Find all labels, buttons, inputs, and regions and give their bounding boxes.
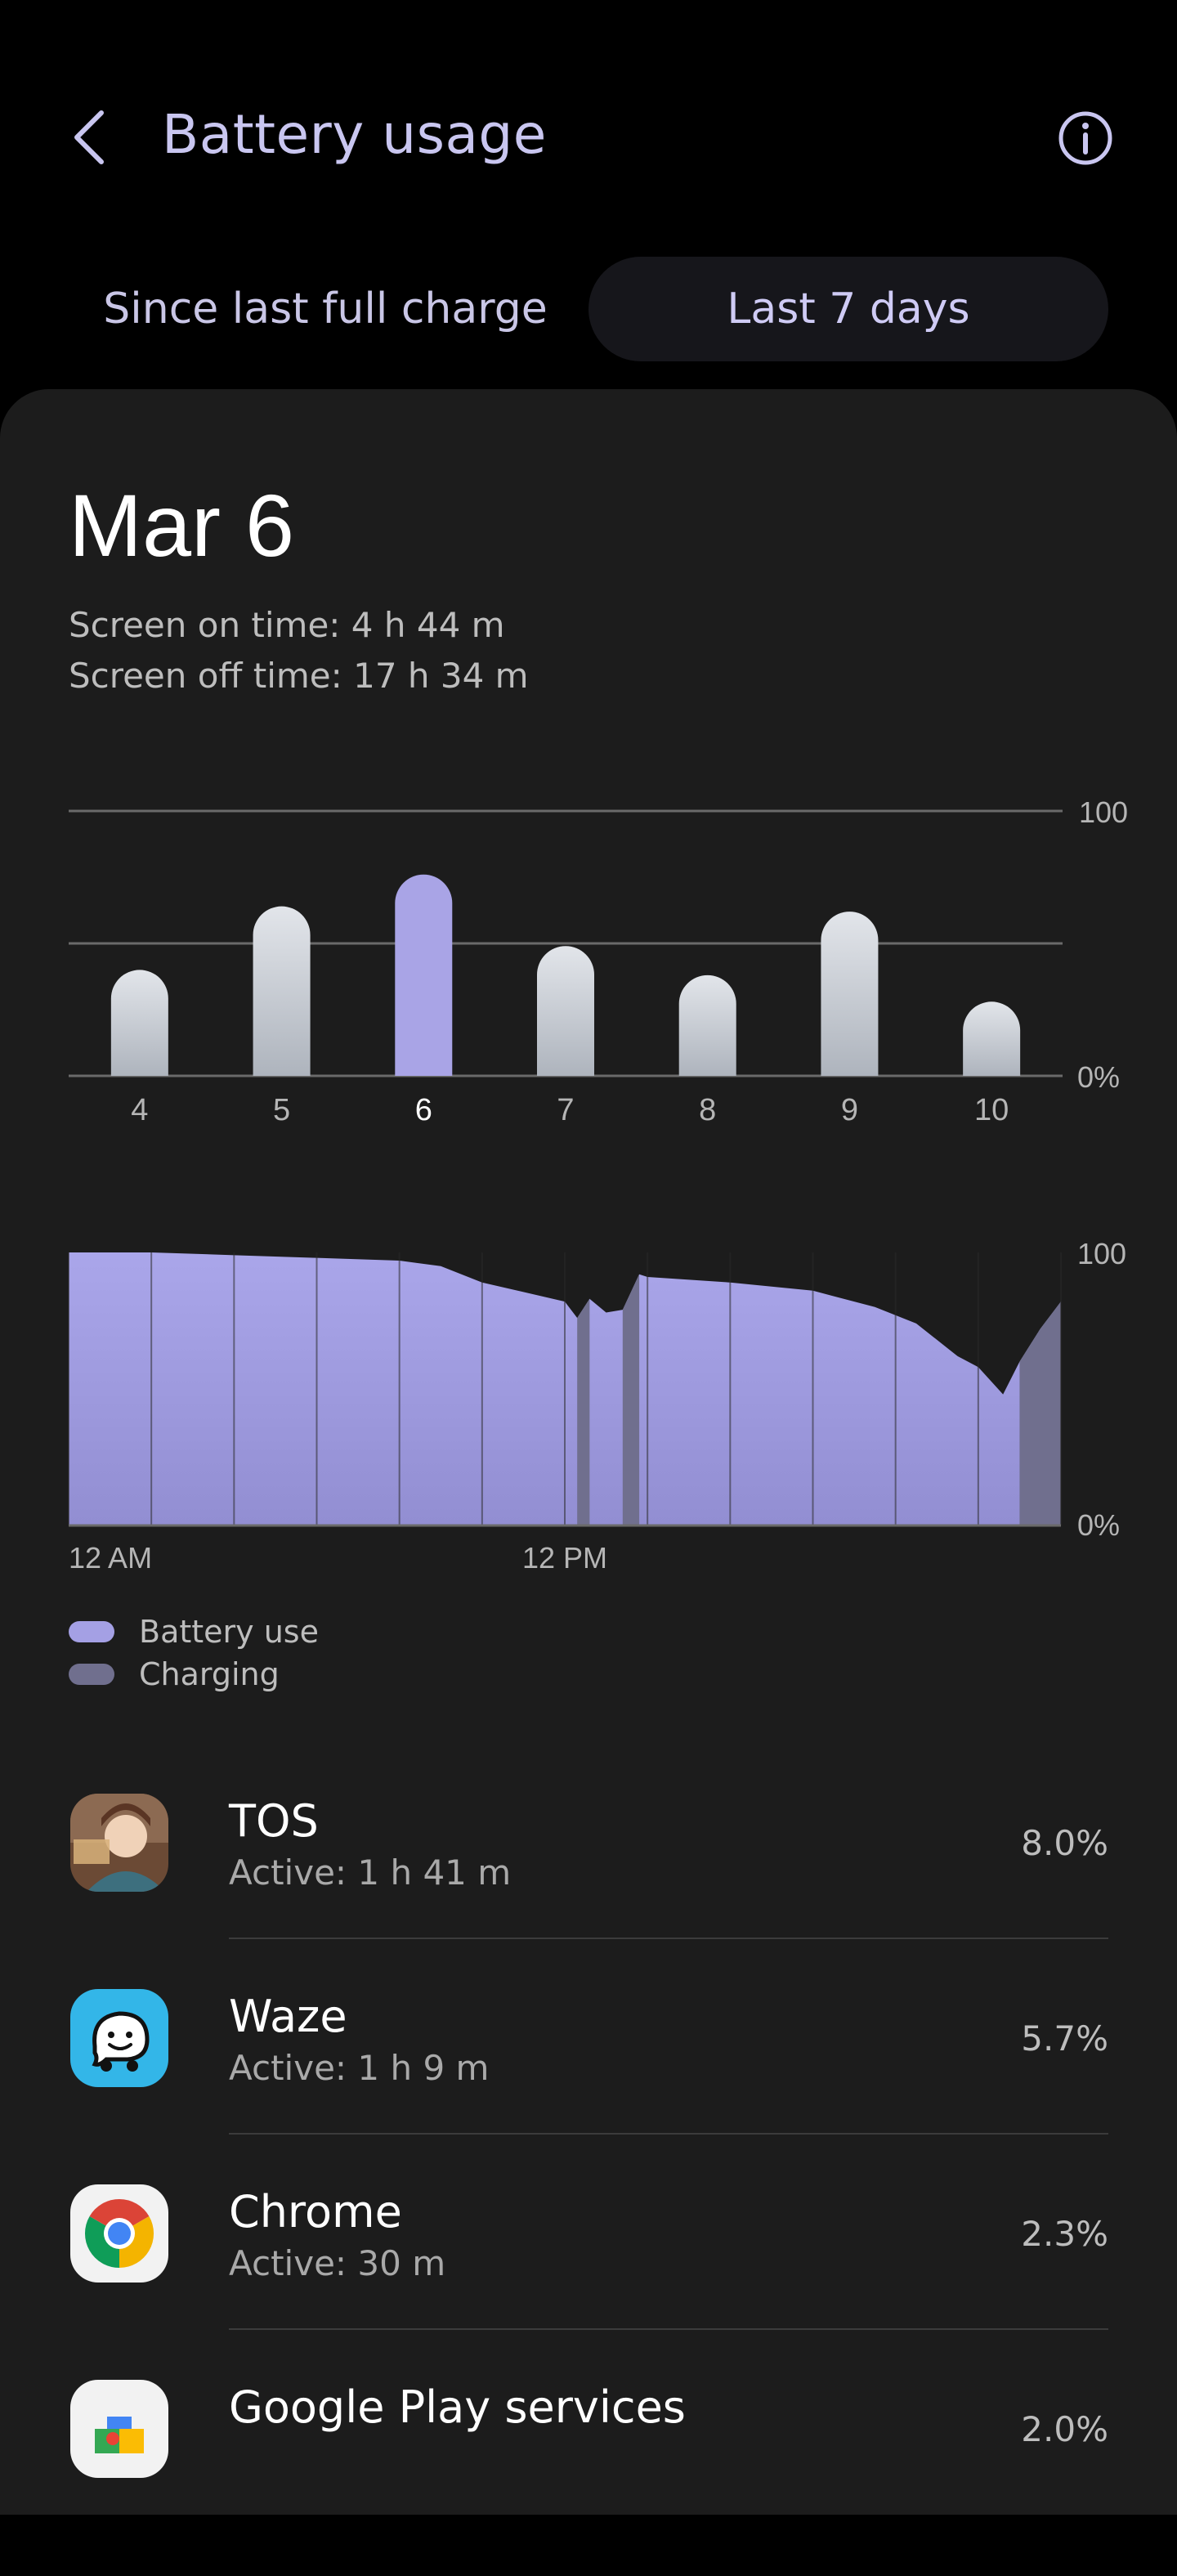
divider	[229, 2328, 1108, 2330]
bar-9	[821, 912, 879, 1076]
x-tick-label: 9	[841, 1093, 858, 1127]
app-row-google-play-services[interactable]: Google Play services 2.0%	[0, 2380, 1177, 2576]
app-name: TOS	[229, 1795, 319, 1847]
page-title: Battery usage	[162, 103, 547, 166]
y-tick-label: 100	[1079, 795, 1128, 829]
app-battery-percent: 2.3%	[1021, 2214, 1108, 2254]
divider	[229, 1938, 1108, 1939]
app-active-time: Active: 30 m	[229, 2243, 446, 2283]
y-tick-label: 0%	[1077, 1060, 1120, 1094]
app-name: Google Play services	[229, 2381, 686, 2433]
x-tick-label: 10	[974, 1093, 1009, 1127]
app-battery-percent: 2.0%	[1021, 2409, 1108, 2449]
tos-app-icon	[70, 1794, 168, 1892]
tab-last-7-days[interactable]: Last 7 days	[588, 257, 1108, 361]
app-active-time: Active: 1 h 41 m	[229, 1852, 512, 1893]
bar-4	[110, 970, 168, 1076]
chrome-icon	[70, 2184, 168, 2283]
back-arrow-icon[interactable]	[65, 105, 114, 170]
legend-label-battery-use: Battery use	[139, 1614, 319, 1650]
app-row-waze[interactable]: Waze Active: 1 h 9 m 5.7%	[0, 1989, 1177, 2185]
x-tick-label: 8	[699, 1093, 716, 1127]
legend-item-battery-use: Battery use	[69, 1611, 319, 1653]
charging-period	[622, 1252, 640, 1525]
x-tick-label: 4	[131, 1093, 148, 1127]
tab-since-last-full-charge[interactable]: Since last full charge	[103, 284, 548, 334]
x-tick-label: 7	[557, 1093, 574, 1127]
charging-swatch	[69, 1664, 114, 1685]
x-tick-label: 6	[415, 1093, 432, 1127]
divider	[229, 2133, 1108, 2135]
period-tabs: Since last full charge Last 7 days	[65, 257, 1108, 361]
app-battery-percent: 5.7%	[1021, 2018, 1108, 2059]
battery-level-area-chart: 100 0% 12 AM 12 PM	[68, 1237, 1126, 1575]
bar-8	[678, 974, 736, 1076]
legend-item-charging: Charging	[69, 1653, 319, 1696]
app-row-tos[interactable]: TOS Active: 1 h 41 m 8.0%	[0, 1794, 1177, 1990]
chart-legend: Battery use Charging	[69, 1611, 319, 1696]
y-tick-label: 100	[1077, 1237, 1126, 1270]
app-active-time: Active: 1 h 9 m	[229, 2048, 490, 2088]
google-play-services-icon	[70, 2380, 168, 2478]
y-tick-label: 0%	[1077, 1508, 1120, 1542]
x-tick-label: 12 PM	[522, 1541, 607, 1575]
bar-7	[537, 946, 594, 1076]
app-name: Chrome	[229, 2186, 402, 2238]
bar-5	[253, 906, 311, 1076]
app-row-chrome[interactable]: Chrome Active: 30 m 2.3%	[0, 2184, 1177, 2381]
bar-6	[395, 874, 453, 1076]
bar-10	[963, 1001, 1021, 1076]
app-bar: Battery usage	[0, 0, 1177, 245]
battery-use-swatch	[69, 1621, 114, 1642]
x-tick-label: 5	[273, 1093, 290, 1127]
app-battery-percent: 8.0%	[1021, 1823, 1108, 1863]
x-tick-label: 12 AM	[69, 1541, 152, 1575]
legend-label-charging: Charging	[139, 1656, 280, 1692]
app-name: Waze	[229, 1991, 347, 2042]
selected-date: Mar 6	[69, 476, 295, 575]
charging-period	[1019, 1252, 1061, 1525]
daily-usage-bar-chart[interactable]: 100 0% 4 5 6 7 8 9 10	[0, 777, 1177, 1136]
waze-icon	[70, 1989, 168, 2087]
screen-off-time: Screen off time: 17 h 34 m	[69, 656, 529, 696]
screen-on-time: Screen on time: 4 h 44 m	[69, 605, 505, 645]
info-icon[interactable]	[1057, 110, 1114, 167]
charging-period	[577, 1252, 590, 1525]
